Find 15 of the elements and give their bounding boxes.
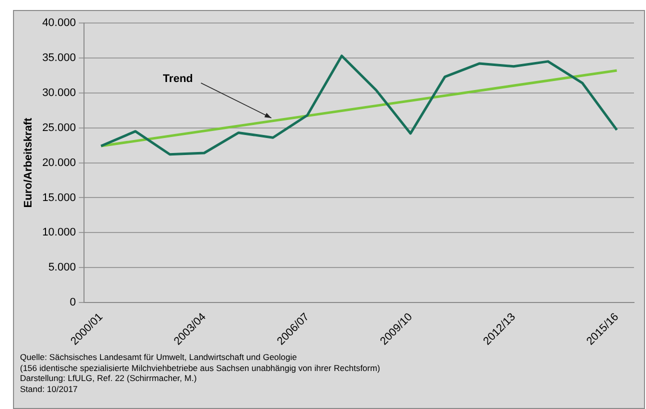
source-note: Quelle: Sächsisches Landesamt für Umwelt, Landwirtschaft und Geologie	[20, 352, 298, 362]
text: Stand: 10/2017	[20, 384, 79, 394]
y-tick-label: 30.000	[42, 86, 76, 99]
y-tick-label: 5.000	[48, 262, 76, 274]
y-axis-title: Euro/Arbeitskraft	[22, 118, 35, 208]
y-tick-label: 20.000	[42, 156, 76, 169]
y-tick-label: 15.000	[42, 192, 76, 204]
text: Trend	[162, 73, 193, 86]
y-tick-label: 10.000	[42, 226, 76, 239]
y-tick-label: 40.000	[42, 17, 76, 30]
y-tick-label: 0	[70, 296, 76, 309]
y-tick-label: 25.000	[42, 122, 76, 134]
y-tick-label: 35.000	[42, 52, 76, 64]
text: (156 identische spezialisierte Milchviehbetriebe aus Sachsen unabhängig von ihrer Rechtsform)	[20, 362, 380, 373]
text: Darstellung: LfULG, Ref. 22 (Schirrmacher, M.)	[20, 373, 198, 384]
